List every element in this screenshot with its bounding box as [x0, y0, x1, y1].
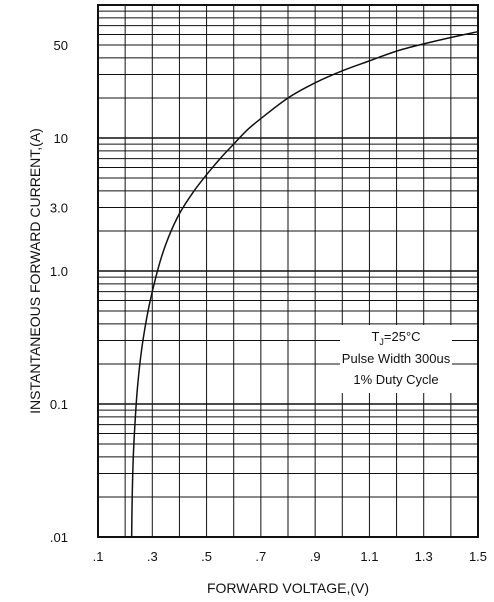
note-background: [340, 325, 452, 393]
plot-frame: [97, 4, 479, 538]
x-tick-label: .7: [255, 549, 266, 564]
note-tj-subscript: J: [379, 337, 384, 347]
x-tick-label: 1.1: [360, 549, 378, 564]
tick-labels: .1 .3 .5 .7 .9 1.1 1.3 1.5 .01 0.1 1.0 3.0 10 50: [50, 38, 487, 564]
x-tick-label: 1.3: [415, 549, 433, 564]
x-tick-label: .1: [93, 549, 104, 564]
x-tick-label: .5: [201, 549, 212, 564]
svg-text:TJ=25°C: TJ=25°C: [371, 329, 420, 347]
y-tick-label: 0.1: [50, 397, 68, 412]
x-tick-label: .9: [310, 549, 321, 564]
conditions-note: TJ=25°C Pulse Width 300us 1% Duty Cycle: [340, 325, 452, 393]
x-tick-label: .3: [147, 549, 158, 564]
note-tj-value: =25°C: [384, 329, 421, 344]
forward-current-curve: [130, 30, 479, 538]
y-tick-label: 10: [54, 131, 68, 146]
y-tick-label: 3.0: [50, 201, 68, 216]
note-pulse-width: Pulse Width 300us: [342, 351, 451, 366]
y-tick-label: 1.0: [50, 264, 68, 279]
x-axis-label: FORWARD VOLTAGE,(V): [207, 580, 369, 596]
note-duty-cycle: 1% Duty Cycle: [353, 372, 438, 387]
grid-lines: [98, 5, 478, 537]
x-tick-label: 1.5: [469, 549, 487, 564]
note-tj-symbol: T: [371, 329, 379, 344]
y-tick-label: .01: [50, 530, 68, 545]
y-tick-label: 50: [54, 38, 68, 53]
y-axis-label: INSTANTANEOUS FORWARD CURRENT,(A): [27, 128, 43, 414]
